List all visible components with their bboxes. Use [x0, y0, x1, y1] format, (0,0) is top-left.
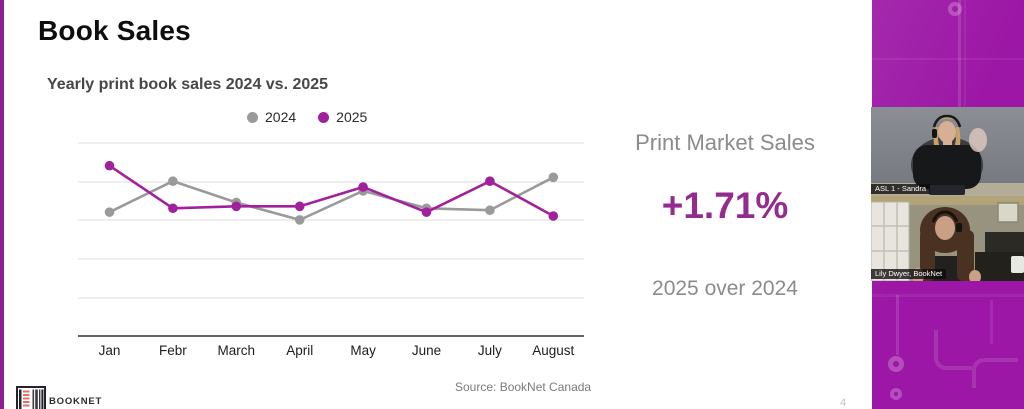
- booknet-logo-icon: [16, 386, 46, 409]
- callout-value: +1.71%: [661, 185, 789, 226]
- source-note: Source: BookNet Canada: [455, 380, 592, 394]
- data-point-2024: [168, 176, 178, 186]
- webcam-scene: [871, 107, 1024, 196]
- booknet-logo-text: BOOKNET: [49, 396, 103, 407]
- data-point-2024: [548, 172, 559, 183]
- chart-legend: 2024 2025: [247, 109, 367, 125]
- legend-item-2024: 2024: [247, 109, 296, 125]
- circuit-node: [890, 388, 902, 400]
- page-number: 4: [840, 397, 847, 409]
- participant-name-badge: Lily Dwyer, BookNet: [871, 269, 947, 279]
- legend-dot-2024-icon: [247, 111, 258, 123]
- data-point-2025: [485, 176, 495, 186]
- circuit-trace: [958, 0, 961, 107]
- x-tick-label: March: [218, 343, 256, 358]
- legend-label-2024: 2024: [265, 109, 297, 125]
- data-point-2025: [168, 203, 178, 214]
- data-point-2024: [485, 205, 495, 216]
- data-point-2025: [358, 182, 368, 192]
- data-point-2024: [294, 215, 305, 225]
- circuit-trace: [934, 330, 972, 370]
- x-tick-label: June: [412, 343, 441, 358]
- data-point-2025: [104, 160, 115, 171]
- x-tick-label: August: [532, 343, 574, 358]
- data-point-2025: [294, 201, 305, 212]
- circuit-node: [948, 2, 962, 16]
- callout-heading: Print Market Sales: [635, 130, 815, 155]
- series-line-2024: [108, 176, 554, 222]
- callout-caption: 2025 over 2024: [652, 277, 798, 300]
- x-tick-label: Febr: [159, 343, 187, 358]
- webcam-video-asl-interpreter[interactable]: ASL 1 - Sandra: [871, 107, 1024, 196]
- french-door: [871, 201, 910, 281]
- data-point-2025: [548, 211, 559, 221]
- x-tick-label: July: [478, 343, 502, 358]
- webcam-video-lily[interactable]: Lily Dwyer, BookNet: [871, 196, 1024, 281]
- circuit-trace: [972, 358, 1018, 388]
- participant-name-badge: ASL 1 - Sandra: [871, 184, 931, 194]
- page-title: Book Sales: [38, 15, 191, 46]
- data-point-2024: [104, 207, 115, 217]
- series-line-2025: [108, 164, 554, 218]
- chart-title: Yearly print book sales 2024 vs. 2025: [47, 76, 329, 93]
- legend-dot-2025-icon: [318, 111, 330, 123]
- person-sandra: [913, 114, 987, 189]
- webcam-scene: [871, 196, 1024, 281]
- legend-item-2025: 2025: [318, 109, 367, 125]
- line-chart: Jan Febr March April May June July August: [78, 142, 584, 358]
- data-point-2025: [231, 201, 242, 212]
- circuit-trace: [896, 295, 899, 355]
- person-lily: [912, 207, 981, 281]
- legend-label-2025: 2025: [336, 109, 368, 125]
- room-furniture: [975, 202, 1024, 281]
- circuit-trace: [872, 58, 1024, 60]
- circuit-node: [888, 356, 904, 372]
- circuit-trace: [990, 300, 993, 344]
- left-edge-stripe: [0, 0, 4, 409]
- circuit-trace: [964, 0, 966, 107]
- x-tick-label: Jan: [99, 343, 121, 358]
- x-tick-label: May: [350, 343, 376, 358]
- x-tick-label: April: [286, 343, 313, 358]
- data-point-2025: [421, 207, 432, 217]
- circuit-trace: [872, 294, 1024, 297]
